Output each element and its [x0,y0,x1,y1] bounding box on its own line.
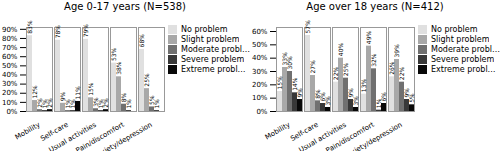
svg-text:5%: 5% [147,95,155,105]
svg-text:20%: 20% [252,81,268,89]
svg-text:9%: 9% [296,88,303,98]
svg-text:3%: 3% [91,97,99,107]
svg-text:9%: 9% [402,88,410,98]
svg-text:8%: 8% [313,89,321,99]
svg-text:10%: 10% [2,99,18,107]
svg-text:9%: 9% [58,91,66,102]
svg-text:3%: 3% [324,96,331,106]
svg-text:Anxiety/depression: Anxiety/depression [92,121,154,151]
svg-text:27%: 27% [309,60,316,74]
svg-text:49%: 49% [365,31,372,45]
svg-text:Mobility: Mobility [14,121,42,142]
svg-text:1%: 1% [68,99,76,109]
svg-text:9%: 9% [346,88,354,98]
svg-text:25%: 25% [342,63,349,77]
svg-text:6%: 6% [380,92,387,102]
svg-text:60%: 60% [252,28,268,36]
svg-text:50%: 50% [252,41,268,49]
svg-text:1%: 1% [125,99,132,109]
svg-text:60%: 60% [2,53,18,61]
svg-text:2%: 2% [46,98,53,108]
html-text:Extreme problem: Extreme problem [431,65,500,74]
svg-text:33%: 33% [280,52,288,66]
svg-text:15%: 15% [276,76,283,90]
html-text:Age over 18 years (N=412): Age over 18 years (N=412) [306,1,444,12]
svg-text:8%: 8% [119,92,127,103]
html-text:No problem: No problem [431,25,478,34]
html-text:Slight problem: Slight problem [431,35,490,44]
svg-text:1%: 1% [374,98,382,109]
svg-text:70%: 70% [2,44,18,52]
svg-text:39%: 39% [393,44,400,58]
svg-text:25%: 25% [143,73,150,87]
svg-text:12%: 12% [31,85,38,99]
svg-text:38%: 38% [115,61,122,75]
html-text:No problem: No problem [181,25,228,34]
svg-text:1%: 1% [153,99,160,109]
svg-text:26%: 26% [388,61,395,75]
svg-text:Self-care: Self-care [289,120,320,143]
svg-text:83%: 83% [26,20,33,34]
svg-text:1%: 1% [40,99,48,109]
svg-text:78%: 78% [54,25,61,39]
svg-text:0%: 0% [256,108,267,116]
svg-text:Mobility: Mobility [264,121,292,142]
svg-text:3%: 3% [352,96,359,106]
svg-text:14%: 14% [290,77,298,91]
svg-text:30%: 30% [252,68,268,76]
svg-text:79%: 79% [82,24,89,38]
svg-text:40%: 40% [2,71,18,79]
svg-text:15%: 15% [87,82,94,96]
svg-text:5%: 5% [408,93,415,103]
svg-text:Self-care: Self-care [39,120,70,143]
svg-text:22%: 22% [332,67,339,81]
html-text:Severe problem: Severe problem [181,55,245,64]
svg-text:20%: 20% [2,89,18,97]
svg-text:53%: 53% [110,47,117,61]
html-text:Slight problem: Slight problem [181,35,240,44]
svg-text:10%: 10% [252,94,268,102]
svg-text:90%: 90% [2,26,18,34]
svg-text:22%: 22% [398,67,405,81]
svg-text:0%: 0% [6,108,17,116]
svg-text:1%: 1% [63,99,71,109]
svg-text:1%: 1% [96,99,104,109]
svg-text:30%: 30% [2,80,18,88]
svg-text:Anxiety/depression: Anxiety/depression [342,121,404,151]
svg-text:50%: 50% [2,62,18,70]
svg-text:11%: 11% [74,86,81,100]
svg-text:30%: 30% [286,56,293,70]
html-text:Age 0-17 years (N=538): Age 0-17 years (N=538) [64,1,186,12]
svg-text:6%: 6% [318,92,326,102]
svg-text:2%: 2% [102,98,109,108]
html-text:Severe problem: Severe problem [431,55,495,64]
html-text:Extreme problem: Extreme problem [181,65,251,74]
svg-text:13%: 13% [360,79,367,93]
svg-text:80%: 80% [2,35,18,43]
svg-text:2%: 2% [35,98,43,108]
svg-text:68%: 68% [138,34,145,48]
svg-text:32%: 32% [370,53,377,67]
svg-text:57%: 57% [304,20,311,34]
svg-text:40%: 40% [252,54,268,62]
svg-text:40%: 40% [337,43,344,57]
